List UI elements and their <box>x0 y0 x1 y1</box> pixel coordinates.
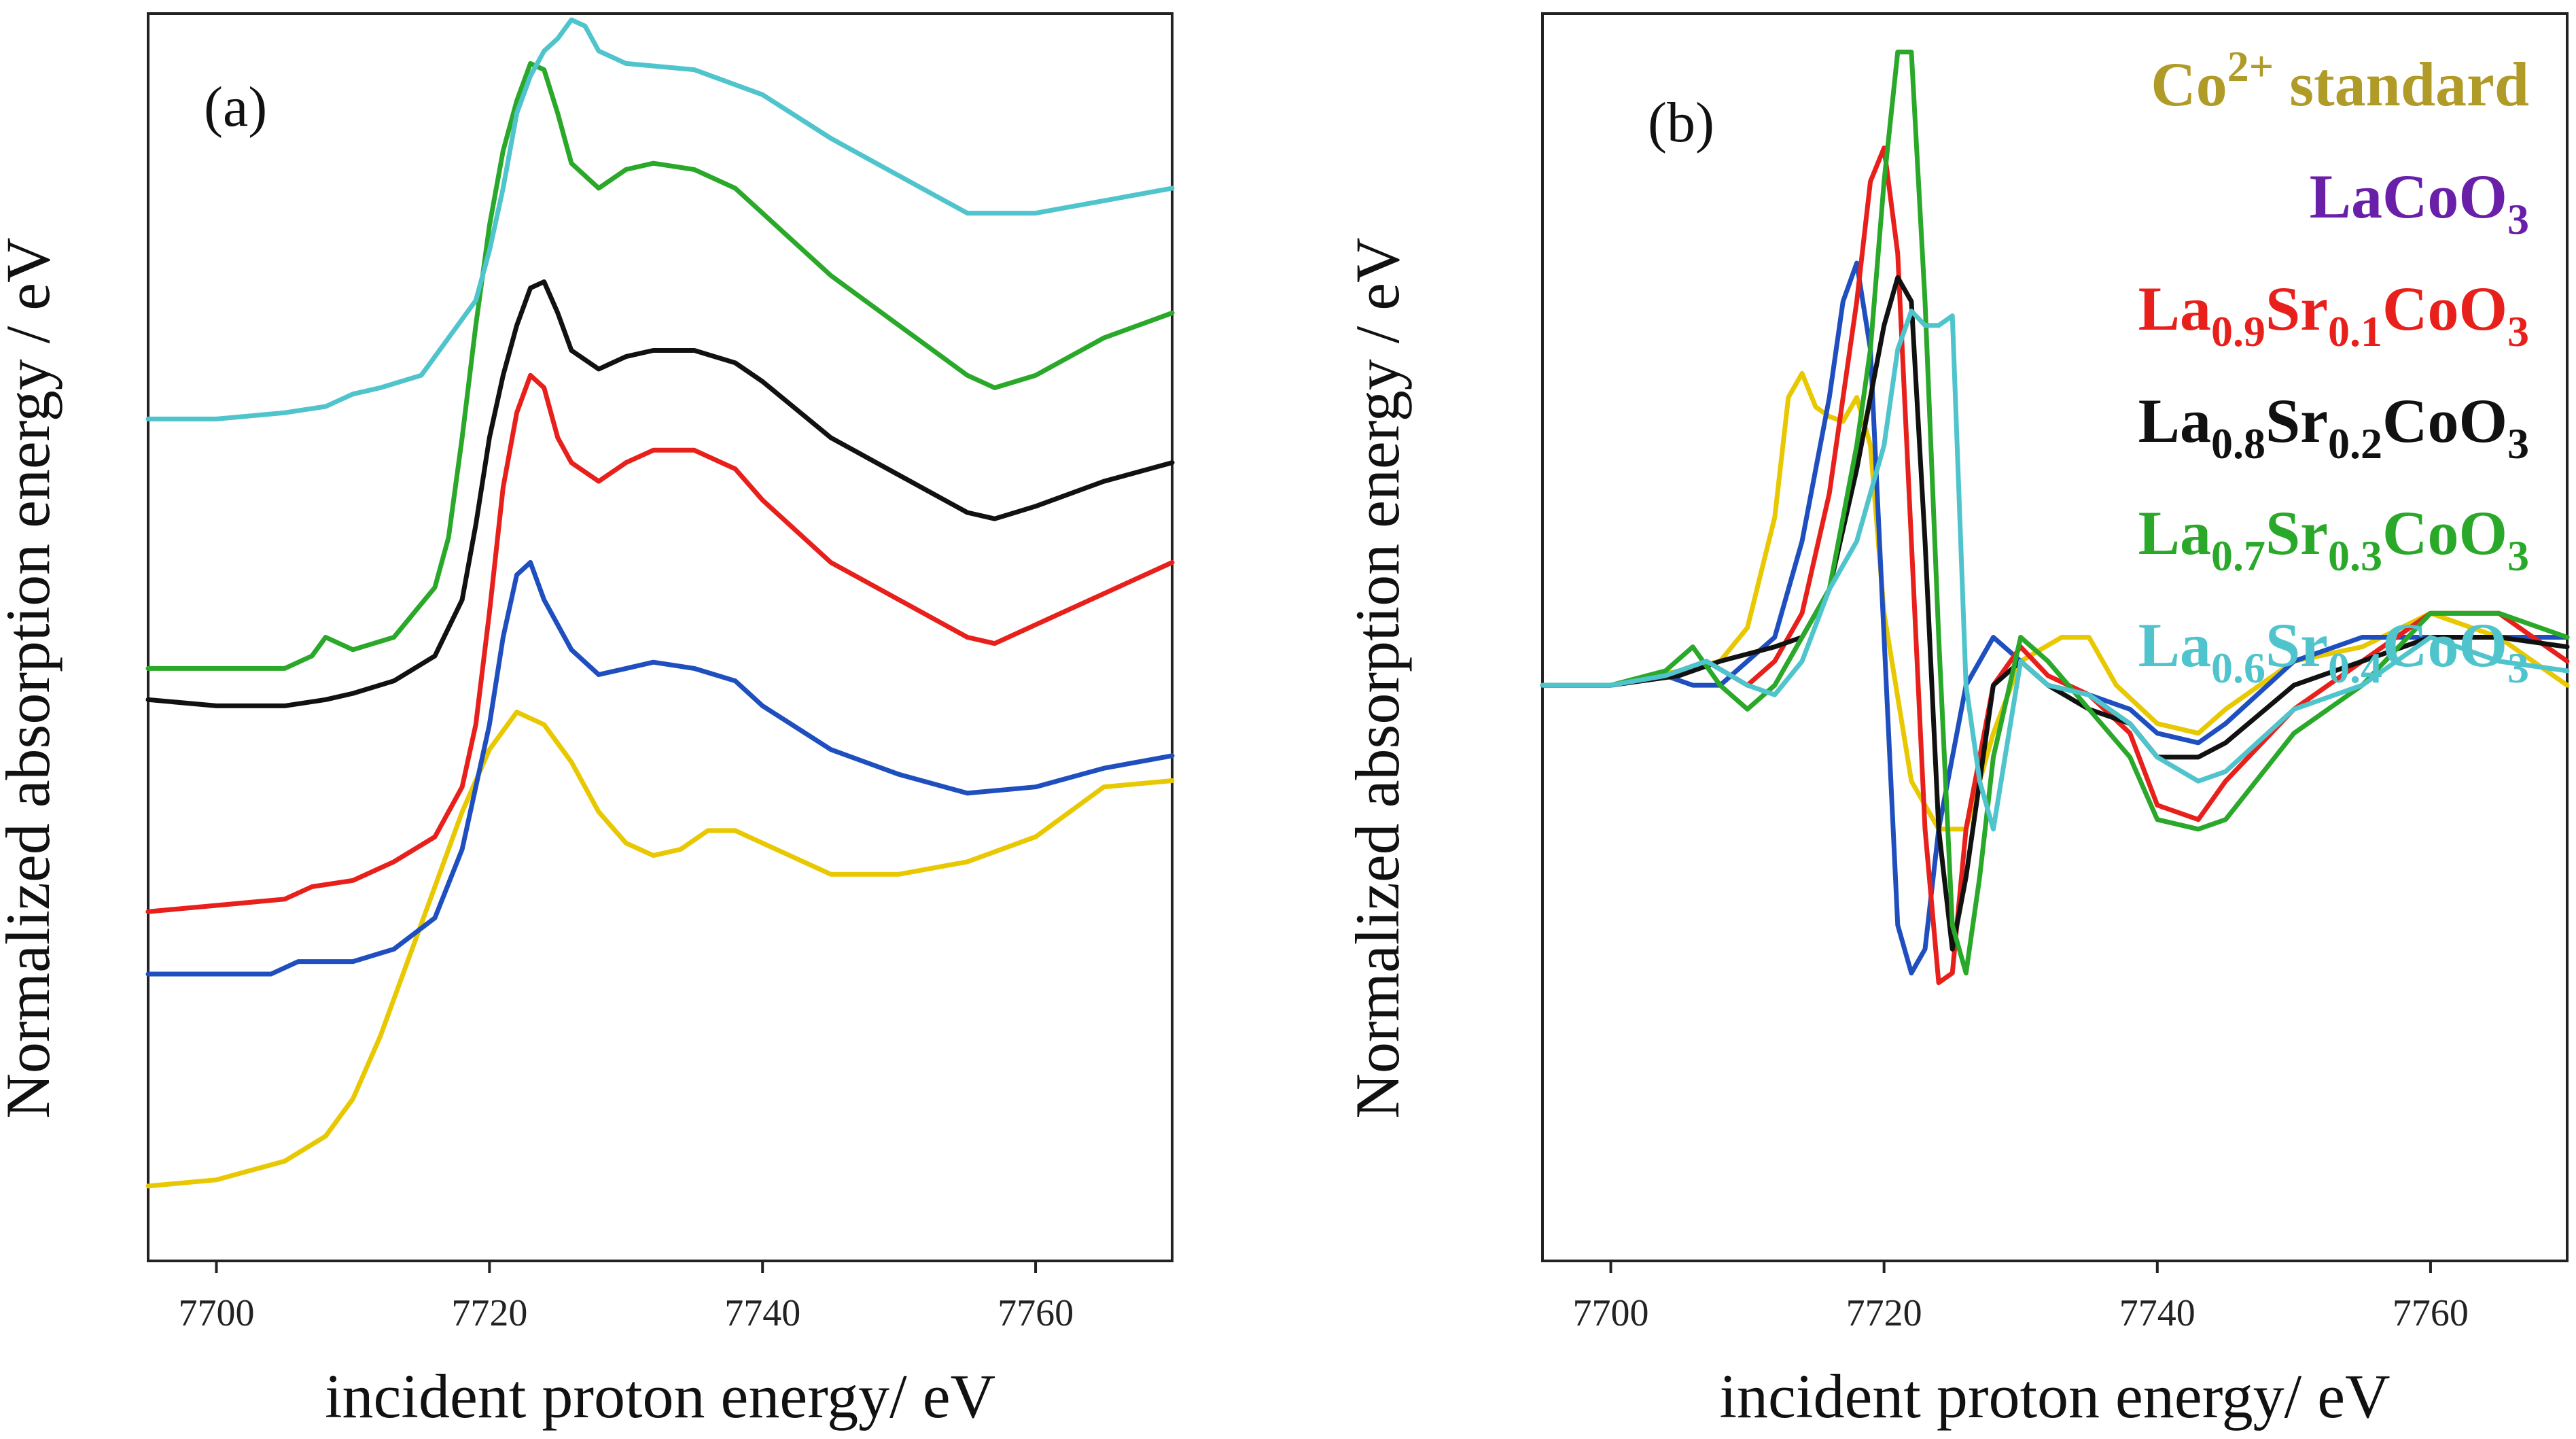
legend-entry: La0.6Sr0.4CoO3 <box>2138 610 2529 692</box>
legend-entry: La0.7Sr0.3CoO3 <box>2138 498 2529 580</box>
series-line-4 <box>145 60 1175 671</box>
series-line-0 <box>145 710 1175 1189</box>
x-tick-label: 7760 <box>998 1292 1074 1334</box>
x-tick-label: 7720 <box>451 1292 527 1334</box>
series-line-5 <box>145 17 1175 421</box>
x-tick-label: 7700 <box>1573 1292 1649 1334</box>
series-line-5 <box>1540 309 2570 832</box>
series-lines <box>1540 50 2570 986</box>
legend-entry: La0.8Sr0.2CoO3 <box>2138 386 2529 468</box>
series-line-1 <box>1540 260 2570 975</box>
series-line-2 <box>145 372 1175 914</box>
plot-frame <box>147 12 1174 1262</box>
legend-entry: Co2+ standard <box>2151 42 2529 119</box>
y-axis-label: Normalized absorption energy / eV <box>0 237 63 1118</box>
series-line-4 <box>1540 50 2570 975</box>
series-line-3 <box>145 279 1175 708</box>
x-tick-label: 7740 <box>2119 1292 2195 1334</box>
x-tick-label: 7760 <box>2393 1292 2469 1334</box>
x-tick-label: 7700 <box>178 1292 254 1334</box>
legend: Co2+ standard LaCoO3 La0.9Sr0.1CoO3 La0.8Sr… <box>2138 42 2529 692</box>
x-tick-label: 7720 <box>1846 1292 1922 1334</box>
legend-entry: La0.9Sr0.1CoO3 <box>2138 274 2529 356</box>
series-line-2 <box>1540 145 2570 986</box>
series-line-1 <box>145 559 1175 977</box>
series-lines <box>145 17 1175 1189</box>
x-axis-label: incident proton energy/ eV <box>325 1362 995 1431</box>
series-line-3 <box>1540 275 2570 952</box>
y-axis-label: Normalized absorption energy / eV <box>1343 237 1412 1118</box>
panel-label: (b) <box>1648 91 1714 154</box>
panel-label: (a) <box>204 75 267 139</box>
x-tick-label: 7740 <box>724 1292 800 1334</box>
legend-entry: LaCoO3 <box>2310 162 2529 243</box>
x-axis-label: incident proton energy/ eV <box>1719 1362 2390 1431</box>
